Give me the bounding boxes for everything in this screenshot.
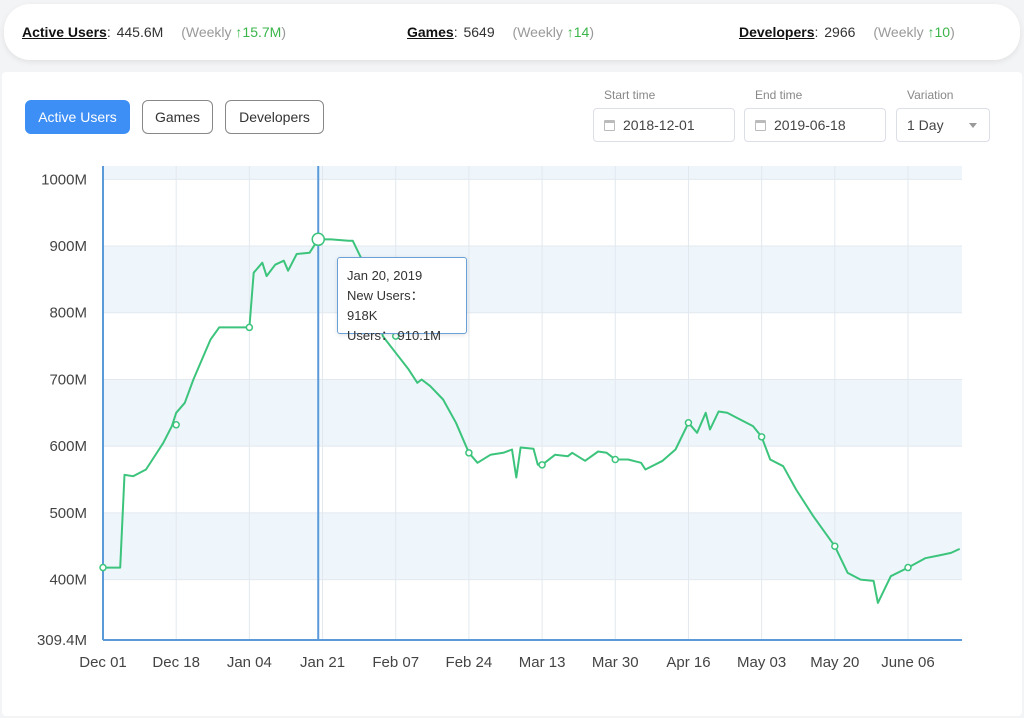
stats-bar: Active Users: 445.6M (Weekly ↑15.7M) Gam… (4, 4, 1020, 60)
chart-tooltip: Jan 20, 2019 New Users： 918K Users： 910.… (337, 257, 467, 343)
stat-active-users-change: 15.7M (242, 24, 282, 40)
x-tick-label: Feb 07 (372, 654, 419, 671)
data-point (904, 563, 912, 572)
start-time-value: 2018-12-01 (623, 117, 695, 133)
tooltip-date: Jan 20, 2019 (347, 268, 423, 283)
x-tick-label: May 03 (737, 654, 786, 671)
x-tick-label: June 06 (881, 654, 934, 671)
calendar-icon (755, 119, 766, 131)
y-tick-label: 900M (49, 238, 87, 255)
tooltip-new-users: New Users： 918K (347, 288, 424, 323)
stat-developers-change: 10 (934, 24, 951, 40)
stat-active-users: Active Users: 445.6M (Weekly ↑15.7M) (22, 24, 286, 40)
stat-games: Games: 5649 (Weekly ↑14) (407, 24, 594, 40)
y-tick-label: 800M (49, 305, 87, 322)
end-time-value: 2019-06-18 (774, 117, 846, 133)
stat-developers-value: 2966 (824, 24, 856, 40)
start-time-input[interactable]: 2018-12-01 (593, 108, 735, 142)
grid-band (103, 246, 962, 313)
stat-games-value: 5649 (463, 24, 495, 40)
variation-value: 1 Day (907, 117, 944, 133)
x-tick-label: Jan 21 (300, 654, 345, 671)
variation-label: Variation (907, 88, 954, 102)
start-time-label: Start time (604, 88, 656, 102)
end-time-input[interactable]: 2019-06-18 (744, 108, 886, 142)
y-tick-label: 400M (49, 572, 87, 589)
data-point (245, 323, 254, 332)
tab-developers[interactable]: Developers (225, 100, 324, 134)
stat-weekly-label: (Weekly (873, 24, 924, 40)
x-tick-label: Feb 24 (446, 654, 493, 671)
x-tick-label: Dec 18 (152, 654, 200, 671)
data-point (831, 542, 839, 550)
up-arrow-icon: ↑ (566, 24, 574, 40)
y-tick-label: 600M (49, 438, 87, 455)
x-tick-label: Mar 30 (592, 654, 639, 671)
data-point (99, 563, 107, 572)
tab-games[interactable]: Games (142, 100, 213, 134)
data-point (172, 421, 180, 429)
x-tick-label: Dec 01 (79, 654, 127, 671)
x-tick-label: Apr 16 (666, 654, 710, 671)
up-arrow-icon: ↑ (235, 24, 243, 40)
y-tick-label: 500M (49, 505, 87, 522)
x-tick-label: Jan 04 (227, 654, 272, 671)
stat-developers-link[interactable]: Developers (739, 24, 815, 40)
tooltip-users: Users： 910.1M (347, 328, 441, 343)
stat-games-change: 14 (573, 24, 590, 40)
grid-band (103, 166, 962, 180)
variation-select[interactable]: 1 Day (896, 108, 990, 142)
end-time-label: End time (755, 88, 803, 102)
calendar-icon (604, 119, 615, 131)
stat-developers: Developers: 2966 (Weekly ↑10) (739, 24, 955, 40)
x-tick-label: May 20 (810, 654, 859, 671)
y-tick-label: 309.4M (37, 632, 87, 649)
stat-weekly-label: (Weekly (512, 24, 563, 40)
up-arrow-icon: ↑ (927, 24, 935, 40)
series-line (103, 238, 961, 604)
data-point (538, 461, 546, 469)
stat-weekly-label: (Weekly (181, 24, 232, 40)
x-tick-label: Mar 13 (519, 654, 566, 671)
stat-active-users-link[interactable]: Active Users (22, 24, 107, 40)
highlight-point (311, 232, 325, 247)
grid-band (103, 379, 962, 447)
data-point (465, 449, 473, 457)
stat-games-link[interactable]: Games (407, 24, 454, 40)
y-tick-label: 700M (49, 371, 87, 388)
data-point (611, 455, 620, 464)
data-point (757, 433, 766, 441)
chevron-down-icon (969, 123, 977, 128)
tab-active-users[interactable]: Active Users (25, 100, 130, 134)
stat-active-users-value: 445.6M (116, 24, 164, 40)
data-point (684, 419, 693, 427)
y-tick-label: 1000M (41, 171, 87, 188)
